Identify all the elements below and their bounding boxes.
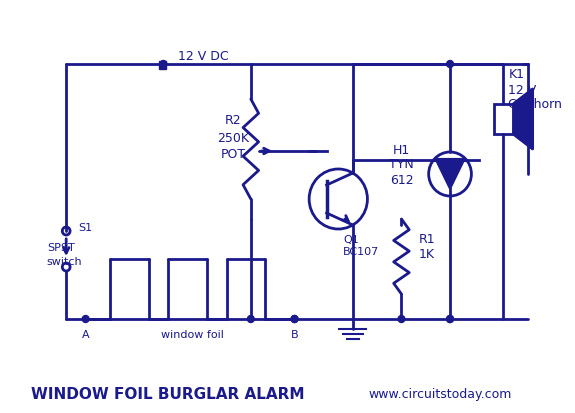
Text: SPST: SPST [47, 242, 75, 252]
Text: 12 V DC: 12 V DC [178, 50, 228, 63]
Text: S1: S1 [78, 223, 92, 233]
Circle shape [291, 316, 298, 323]
Text: POT: POT [221, 147, 246, 160]
Text: B: B [291, 329, 298, 339]
Text: R1: R1 [419, 233, 435, 246]
Circle shape [160, 62, 167, 68]
Text: Car horn: Car horn [508, 98, 562, 111]
Bar [159, 62, 166, 70]
Text: H1: H1 [393, 143, 410, 156]
Text: BC107: BC107 [343, 247, 380, 256]
Text: R2: R2 [225, 113, 242, 126]
Text: www.circuitstoday.com: www.circuitstoday.com [369, 387, 512, 401]
Text: 612: 612 [390, 173, 413, 186]
Circle shape [398, 316, 405, 323]
Bar [494, 105, 513, 135]
Text: Q1: Q1 [343, 235, 359, 244]
Circle shape [447, 62, 454, 68]
Circle shape [447, 316, 454, 323]
Text: switch: switch [47, 256, 82, 266]
Polygon shape [513, 90, 532, 150]
Text: K1: K1 [508, 68, 524, 81]
Polygon shape [436, 161, 463, 189]
Text: window foil: window foil [161, 329, 224, 339]
Text: A: A [82, 329, 90, 339]
Text: 250K: 250K [217, 131, 250, 144]
Circle shape [291, 316, 298, 323]
Text: WINDOW FOIL BURGLAR ALARM: WINDOW FOIL BURGLAR ALARM [32, 387, 305, 401]
Text: TYN: TYN [389, 158, 414, 171]
Circle shape [447, 316, 454, 323]
Circle shape [247, 316, 254, 323]
Circle shape [82, 316, 89, 323]
Text: 1K: 1K [419, 248, 435, 261]
Text: 12 V: 12 V [508, 83, 536, 96]
